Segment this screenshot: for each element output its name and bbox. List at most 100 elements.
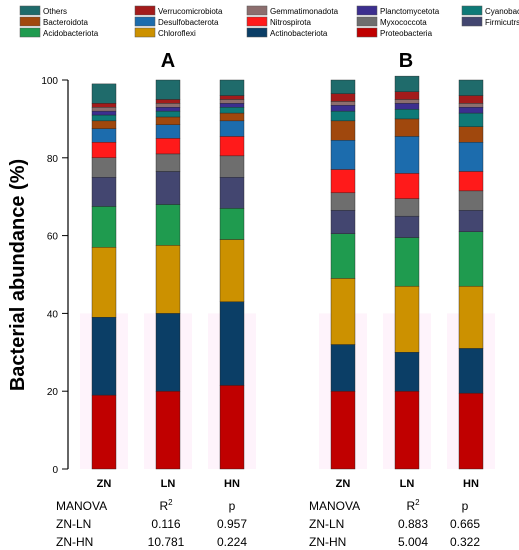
bar-segment-chloroflexi-hn xyxy=(219,239,245,302)
bar-segment-verrucomicrobiota-hn xyxy=(219,95,245,100)
panel-title-a: A xyxy=(161,50,175,72)
bar-segment-others-ln xyxy=(155,79,181,100)
stats-row-label: ZN-HN xyxy=(309,535,346,549)
bar-segment-desulfobacterota-hn xyxy=(219,120,245,137)
category-labels: ZN LN HN ZN LN HN xyxy=(97,478,479,490)
bar-segment-nitrospirota-ln xyxy=(394,173,420,199)
stats-row-label: ZN-LN xyxy=(56,517,91,531)
legend-label-planctomycetota: Planctomycetota xyxy=(380,7,440,16)
bar-segment-cyanobacteria-zn xyxy=(91,114,117,122)
category-label-ln: LN xyxy=(161,478,176,490)
legend-label-proteobacteria: Proteobacteria xyxy=(380,29,433,38)
bar-segment-firmicutrs-ln xyxy=(155,171,181,205)
bar-segment-desulfobacterota-ln xyxy=(155,124,181,139)
legend-label-gemmatimonadota: Gemmatimonadota xyxy=(270,7,339,16)
bar-segment-proteobacteria-ln xyxy=(394,391,420,470)
bar-segment-acidobacteriota-hn xyxy=(458,231,484,287)
bar-segment-gemmatimonadota-ln xyxy=(155,103,181,108)
stats-header-r2: R2 xyxy=(406,498,420,513)
bar-segment-actinobacteriota-ln xyxy=(155,313,181,392)
legend-swatch-desulfobacterota xyxy=(134,16,156,27)
bar-segment-bacteroidota-zn xyxy=(91,120,117,129)
bar-segment-proteobacteria-hn xyxy=(219,385,245,470)
bar-segment-gemmatimonadota-hn xyxy=(219,99,245,104)
bar-segment-cyanobacteria-zn xyxy=(330,110,356,122)
legend-swatch-verrucomicrobiota xyxy=(134,5,156,16)
bar-segment-bacteroidota-hn xyxy=(219,112,245,122)
bar-segment-firmicutrs-zn xyxy=(91,177,117,207)
legend-swatch-firmicutrs xyxy=(461,16,483,27)
bar-segment-gemmatimonadota-zn xyxy=(91,107,117,112)
bar-segment-actinobacteriota-zn xyxy=(330,344,356,392)
y-axis: 0 20 40 60 80 100 xyxy=(41,76,69,476)
bar-segment-nitrospirota-zn xyxy=(330,169,356,194)
bar-segment-others-zn xyxy=(330,79,356,94)
category-label-zn: ZN xyxy=(97,478,112,490)
bar-segment-proteobacteria-zn xyxy=(330,391,356,470)
category-label-zn: ZN xyxy=(336,478,351,490)
bar-segment-desulfobacterota-hn xyxy=(458,142,484,172)
stats-p-value: 0.957 xyxy=(217,517,247,531)
bars xyxy=(80,75,495,470)
legend-label-actinobacteriota: Actinobacteriota xyxy=(270,29,328,38)
bar-segment-bacteroidota-zn xyxy=(330,120,356,141)
bar-segment-firmicutrs-hn xyxy=(219,177,245,209)
stats-header-manova: MANOVA xyxy=(309,499,360,513)
bar-segment-acidobacteriota-ln xyxy=(155,204,181,246)
legend-label-acidobacteriota: Acidobacteriota xyxy=(43,29,99,38)
legend-label-verrucomicrobiota: Verrucomicrobiota xyxy=(158,7,223,16)
legend-label-others: Others xyxy=(43,7,67,16)
bar-segment-acidobacteriota-zn xyxy=(330,233,356,279)
stats-r2-value: 0.883 xyxy=(398,517,428,531)
stats-p-value: 0.224 xyxy=(217,535,247,549)
legend-swatch-actinobacteriota xyxy=(246,27,268,38)
stats-p-value: 0.322 xyxy=(450,535,480,549)
stats-header-r2: R2 xyxy=(159,498,173,513)
legend-label-nitrospirota: Nitrospirota xyxy=(270,18,311,27)
bar-segment-nitrospirota-hn xyxy=(458,171,484,192)
bar-segment-myxococcota-hn xyxy=(219,155,245,178)
bar-segment-myxococcota-zn xyxy=(91,157,117,178)
bar-segment-cyanobacteria-hn xyxy=(458,112,484,127)
bar-segment-actinobacteriota-hn xyxy=(219,301,245,386)
bar-segment-planctomycetota-ln xyxy=(155,107,181,112)
legend-label-cyanobacteria: Cyanobacteria xyxy=(485,7,519,16)
bar-segment-acidobacteriota-ln xyxy=(394,237,420,287)
bar-segment-proteobacteria-zn xyxy=(91,394,117,470)
bar-segment-myxococcota-ln xyxy=(394,198,420,217)
bar-segment-planctomycetota-zn xyxy=(330,105,356,112)
bar-segment-others-hn xyxy=(458,79,484,96)
bar-segment-verrucomicrobiota-ln xyxy=(155,99,181,104)
stats-row-label: ZN-HN xyxy=(56,535,93,549)
legend-swatch-nitrospirota xyxy=(246,16,268,27)
legend-swatch-proteobacteria xyxy=(356,27,378,38)
bar-segment-others-hn xyxy=(219,79,245,96)
legend-swatch-chloroflexi xyxy=(134,27,156,38)
bar-segment-nitrospirota-zn xyxy=(91,142,117,159)
bar-segment-others-zn xyxy=(91,83,117,104)
legend-label-firmicutrs: Firmicutrs xyxy=(485,18,519,27)
category-label-ln: LN xyxy=(400,478,415,490)
bar-segment-chloroflexi-hn xyxy=(458,285,484,349)
bar-segment-gemmatimonadota-ln xyxy=(394,99,420,104)
y-tick-label-80: 80 xyxy=(47,154,59,165)
stats-p-value: 0.665 xyxy=(450,517,480,531)
category-label-hn: HN xyxy=(463,478,479,490)
manova-stats: MANOVA R2 p ZN-LN 0.116 0.957 ZN-HN 10.781 0.224… xyxy=(56,498,480,549)
bar-segment-firmicutrs-hn xyxy=(458,210,484,232)
bar-segment-myxococcota-ln xyxy=(155,153,181,172)
y-tick-label-20: 20 xyxy=(47,387,59,398)
legend-swatch-planctomycetota xyxy=(356,5,378,16)
stats-header-p: p xyxy=(229,499,236,513)
bar-segment-verrucomicrobiota-zn xyxy=(91,103,117,108)
stats-r2-value: 5.004 xyxy=(398,535,428,549)
bar-segment-others-ln xyxy=(394,75,420,92)
bar-segment-actinobacteriota-zn xyxy=(91,317,117,396)
bar-segment-bacteroidota-hn xyxy=(458,126,484,143)
bar-segment-planctomycetota-hn xyxy=(458,107,484,114)
bar-segment-gemmatimonadota-zn xyxy=(330,101,356,106)
legend-swatch-gemmatimonadota xyxy=(246,5,268,16)
stats-row-label: ZN-LN xyxy=(309,517,344,531)
bar-segment-planctomycetota-hn xyxy=(219,103,245,108)
